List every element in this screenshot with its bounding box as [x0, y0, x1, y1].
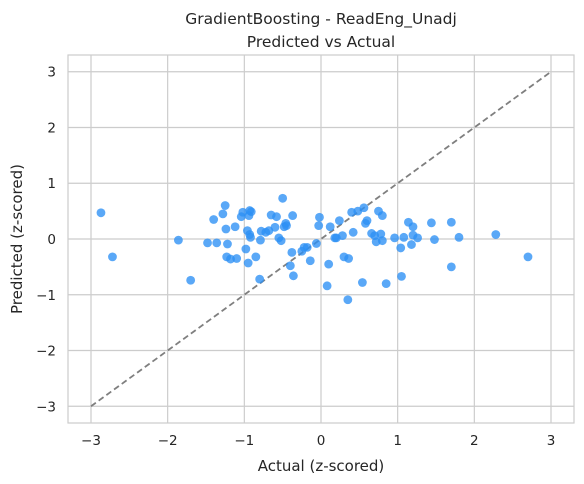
data-point — [174, 235, 183, 245]
data-point — [325, 222, 335, 232]
y-axis-label: Predicted (z-scored) — [8, 164, 26, 314]
x-tick-label: 0 — [317, 433, 326, 449]
scatter-points — [96, 193, 533, 305]
data-point — [255, 274, 265, 284]
data-point — [377, 236, 387, 246]
data-point — [232, 254, 242, 263]
data-point — [209, 215, 219, 224]
data-point — [397, 271, 406, 281]
data-point — [491, 230, 501, 239]
data-point — [241, 244, 251, 254]
y-tick-label: 0 — [47, 232, 56, 248]
data-point — [256, 235, 265, 245]
data-point — [251, 252, 261, 262]
data-point — [312, 239, 321, 248]
y-tick-label: 2 — [47, 120, 56, 136]
chart-title: GradientBoosting - ReadEng_Unadj — [185, 10, 457, 29]
data-point — [96, 208, 106, 218]
data-point — [289, 271, 298, 281]
data-point — [212, 238, 222, 248]
grid-lines — [68, 55, 574, 423]
data-point — [376, 229, 386, 239]
data-point — [220, 201, 230, 210]
data-point — [322, 281, 332, 291]
data-point — [359, 203, 369, 213]
data-point — [108, 252, 117, 262]
x-tick-label: 1 — [393, 433, 402, 449]
data-point — [399, 232, 409, 242]
x-tick-label: −3 — [81, 433, 101, 449]
data-point — [523, 252, 533, 262]
data-point — [246, 232, 255, 242]
data-point — [315, 212, 324, 222]
data-point — [362, 216, 372, 226]
data-point — [343, 295, 353, 305]
data-point — [446, 262, 456, 272]
data-point — [221, 224, 231, 234]
data-point — [305, 256, 315, 266]
data-point — [288, 211, 298, 220]
data-point — [413, 233, 422, 243]
y-tick-labels: −3 −2 −1 0 1 2 3 — [36, 65, 56, 416]
data-point — [230, 222, 240, 232]
data-point — [276, 236, 286, 246]
data-point — [358, 278, 367, 287]
data-point — [272, 212, 281, 222]
x-tick-label: 2 — [470, 433, 479, 449]
data-point — [407, 240, 416, 249]
data-point — [302, 242, 312, 252]
x-tick-label: −1 — [234, 433, 254, 449]
data-point — [203, 238, 212, 248]
chart-subtitle: Predicted vs Actual — [247, 33, 395, 51]
data-point — [390, 233, 399, 243]
data-point — [446, 217, 456, 227]
x-tick-label: 3 — [547, 433, 556, 449]
data-point — [282, 221, 291, 231]
data-point — [430, 235, 439, 244]
plot-frame — [67, 54, 575, 424]
data-point — [186, 275, 196, 285]
data-point — [218, 209, 228, 219]
x-tick-label: −2 — [158, 433, 178, 449]
data-point — [377, 211, 387, 220]
data-point — [396, 243, 406, 253]
x-tick-labels: −3 −2 −1 0 1 2 3 — [81, 433, 555, 449]
y-tick-label: −2 — [36, 344, 56, 360]
data-point — [348, 227, 358, 237]
data-point — [270, 222, 280, 232]
data-point — [246, 207, 256, 217]
y-tick-label: −1 — [36, 288, 56, 304]
data-point — [408, 222, 418, 232]
data-point — [287, 247, 297, 257]
y-tick-label: −3 — [36, 399, 56, 415]
y-tick-label: 1 — [47, 176, 56, 192]
data-point — [324, 259, 334, 269]
data-point — [338, 231, 347, 241]
data-point — [335, 216, 344, 226]
data-point — [344, 254, 353, 263]
data-point — [381, 279, 391, 289]
data-point — [314, 221, 324, 231]
data-point — [278, 193, 288, 203]
data-point — [223, 239, 232, 249]
data-point — [285, 261, 295, 271]
y-tick-label: 3 — [47, 65, 56, 81]
x-axis-label: Actual (z-scored) — [258, 457, 385, 475]
data-point — [427, 218, 436, 228]
data-point — [454, 232, 464, 242]
data-point — [243, 258, 253, 268]
